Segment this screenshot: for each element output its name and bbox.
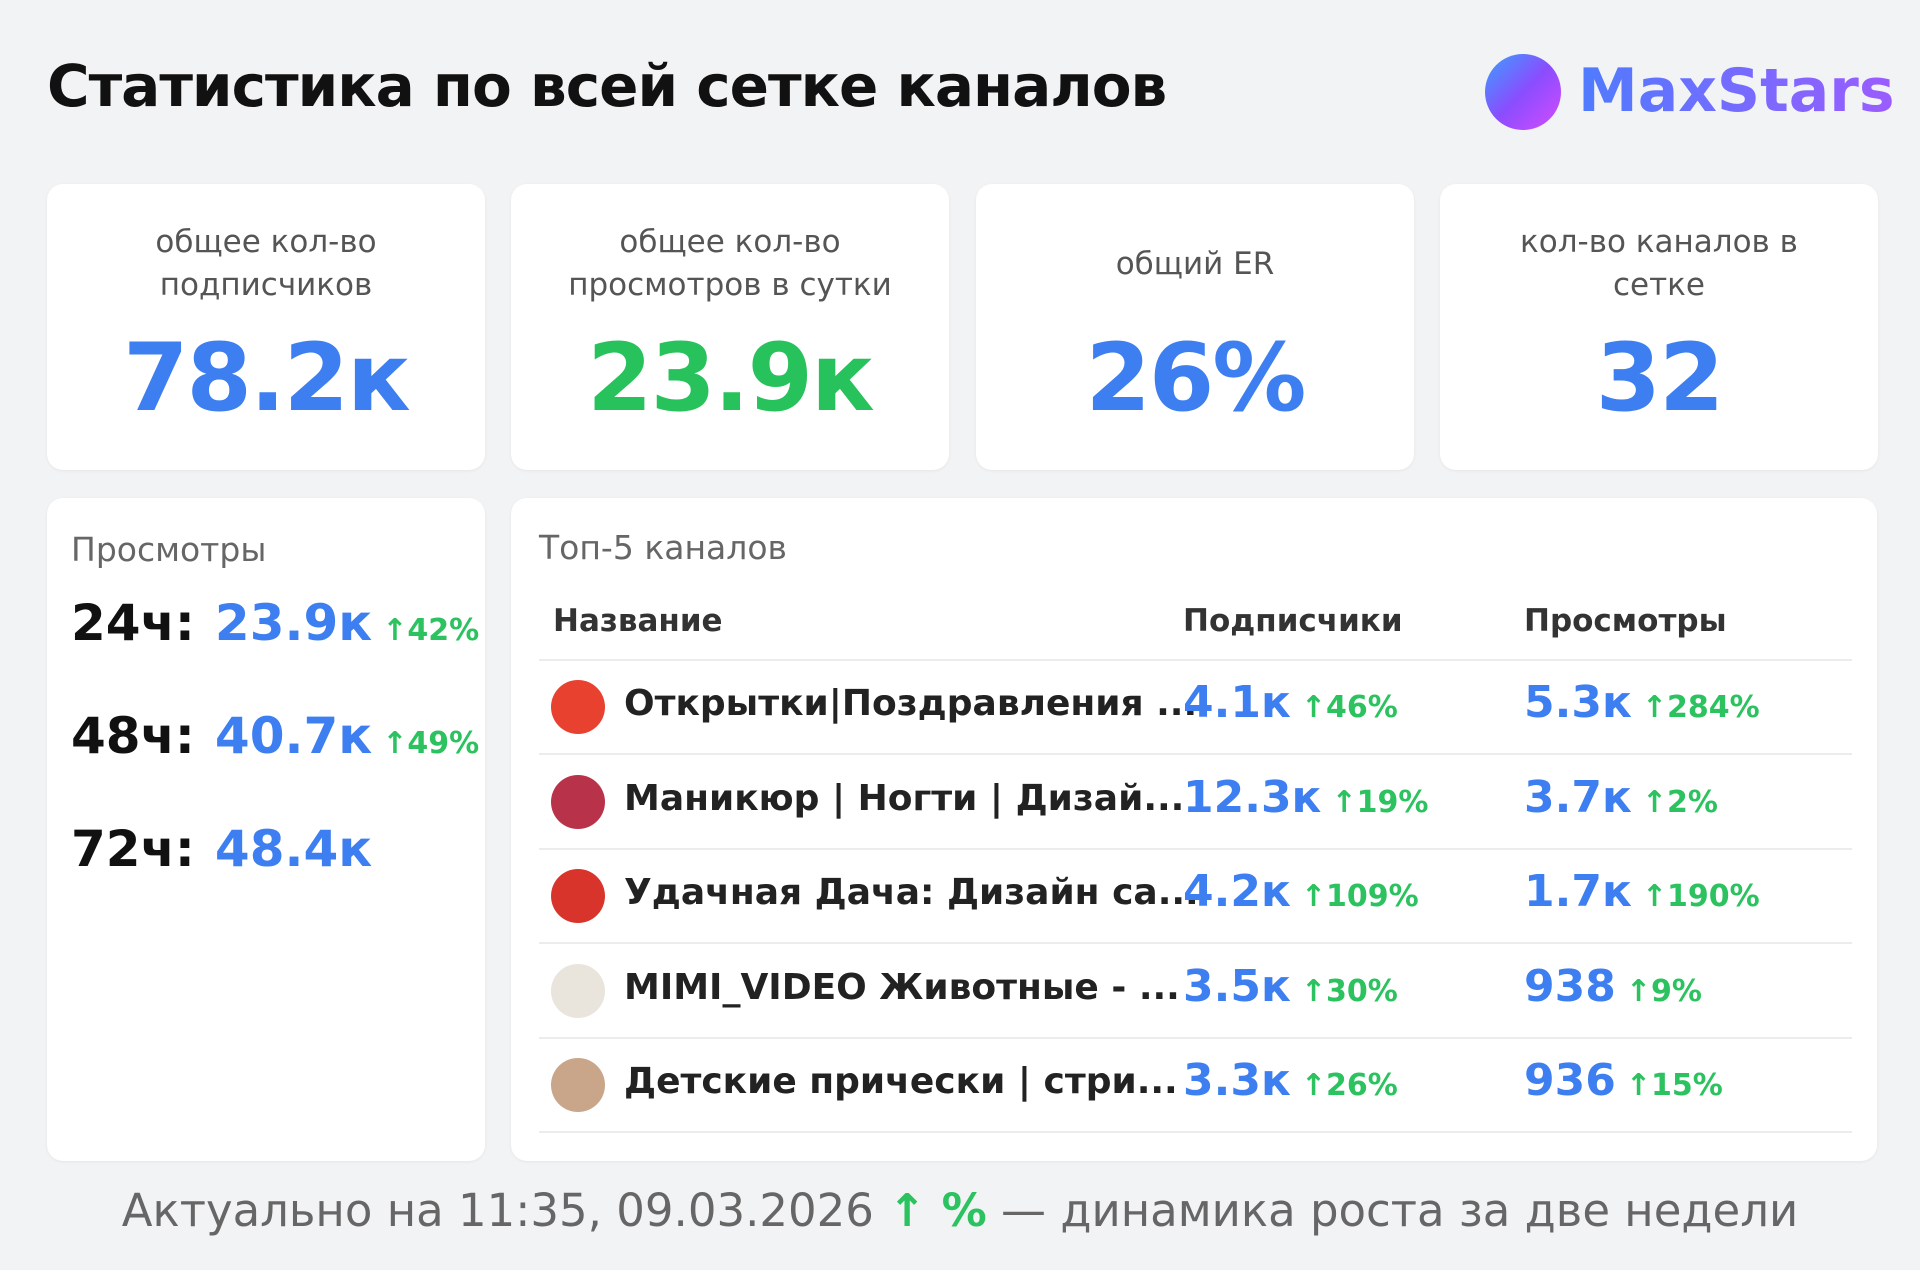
column-header: Название bbox=[553, 603, 723, 639]
subscribers-change: ↑19% bbox=[1331, 784, 1429, 820]
divider bbox=[539, 942, 1852, 944]
footer-note: — динамика роста за две недели bbox=[1001, 1184, 1799, 1237]
views-value: 5.3к bbox=[1524, 677, 1632, 728]
period: 48ч: bbox=[71, 707, 195, 765]
channel-name: Удачная Дача: Дизайн са... bbox=[624, 872, 1199, 913]
column-header: Подписчики bbox=[1183, 603, 1403, 639]
divider bbox=[539, 753, 1852, 755]
kpi-value: 23.9к bbox=[587, 324, 875, 433]
footer-text: Актуально на 11:35, 09.03.2026 bbox=[121, 1184, 874, 1237]
divider bbox=[539, 659, 1852, 661]
subscribers-cell: 12.3к ↑19% bbox=[1183, 772, 1428, 823]
views-change: ↑2% bbox=[1641, 784, 1718, 820]
channel-name: Детские прически | стри... bbox=[624, 1061, 1178, 1102]
views-value: 1.7к bbox=[1524, 866, 1632, 917]
channel-name: MIMI_VIDEO Животные - ... bbox=[624, 966, 1180, 1008]
views-value: 936 bbox=[1524, 1055, 1616, 1106]
subscribers-cell: 3.5к ↑30% bbox=[1183, 961, 1398, 1012]
footer: Актуально на 11:35, 09.03.2026 ↑ % — дин… bbox=[0, 1184, 1920, 1237]
views-row: 24ч: 23.9к ↑42% bbox=[71, 594, 479, 652]
subscribers-value: 12.3к bbox=[1183, 771, 1322, 823]
page-title: Статистика по всей сетке каналов bbox=[47, 52, 1167, 120]
subscribers-cell: 3.3к ↑26% bbox=[1183, 1055, 1398, 1106]
subscribers-change: ↑30% bbox=[1300, 973, 1398, 1009]
channel-avatar bbox=[551, 963, 605, 1018]
footer-legend: ↑ % bbox=[888, 1184, 987, 1237]
views-cell: 5.3к ↑284% bbox=[1524, 677, 1760, 728]
kpi-label: общее кол-во подписчиков bbox=[155, 224, 377, 303]
kpi-card: общий ER 26% bbox=[976, 184, 1414, 470]
subscribers-cell: 4.1к ↑46% bbox=[1183, 677, 1398, 728]
views-value: 23.9к bbox=[214, 594, 373, 652]
kpi-value: 32 bbox=[1595, 324, 1725, 433]
period: 24ч: bbox=[71, 594, 195, 652]
channel-avatar bbox=[551, 1058, 605, 1112]
logo-icon bbox=[1485, 54, 1561, 130]
views-row: 72ч: 48.4к bbox=[71, 820, 372, 878]
subscribers-value: 3.3к bbox=[1183, 1055, 1291, 1106]
views-value: 938 bbox=[1524, 960, 1616, 1012]
kpi-label: общее кол-во просмотров в сутки bbox=[568, 224, 892, 303]
top-title: Топ-5 каналов bbox=[539, 528, 787, 567]
logo: MaxStars bbox=[1578, 56, 1895, 126]
views-title: Просмотры bbox=[71, 530, 267, 569]
top-card bbox=[511, 498, 1877, 1161]
views-change: ↑9% bbox=[1625, 973, 1702, 1009]
views-change: ↑49% bbox=[382, 726, 480, 761]
kpi-card: общее кол-во подписчиков 78.2к bbox=[47, 184, 485, 470]
views-value: 40.7к bbox=[214, 707, 373, 765]
kpi-value: 26% bbox=[1085, 324, 1307, 433]
channel-name: Маникюр | Ногти | Дизай... bbox=[624, 777, 1185, 819]
kpi-card: общее кол-во просмотров в сутки 23.9к bbox=[511, 184, 949, 470]
views-change: ↑42% bbox=[382, 613, 480, 648]
subscribers-value: 3.5к bbox=[1183, 960, 1291, 1012]
views-cell: 1.7к ↑190% bbox=[1524, 866, 1760, 917]
views-value: 3.7к bbox=[1524, 771, 1632, 823]
channel-avatar bbox=[551, 869, 605, 923]
views-cell: 936 ↑15% bbox=[1524, 1055, 1723, 1106]
views-change: ↑284% bbox=[1641, 690, 1760, 725]
divider bbox=[539, 1036, 1852, 1039]
divider bbox=[539, 1131, 1852, 1133]
subscribers-value: 4.1к bbox=[1183, 677, 1291, 728]
channel-name: Открытки|Поздравления ... bbox=[624, 683, 1198, 724]
views-cell: 938 ↑9% bbox=[1524, 961, 1702, 1012]
channel-avatar bbox=[551, 680, 605, 734]
kpi-card: кол-во каналов в сетке 32 bbox=[1440, 184, 1878, 470]
views-row: 48ч: 40.7к ↑49% bbox=[71, 707, 479, 765]
views-card: Просмотры 24ч: 23.9к ↑42% 48ч: 40.7к ↑49% 72ч:… bbox=[47, 498, 485, 1161]
views-change: ↑190% bbox=[1641, 879, 1760, 914]
column-header: Просмотры bbox=[1524, 603, 1727, 639]
subscribers-change: ↑26% bbox=[1300, 1068, 1398, 1103]
subscribers-value: 4.2к bbox=[1183, 866, 1291, 917]
views-change: ↑15% bbox=[1625, 1068, 1723, 1103]
kpi-label: общий ER bbox=[1115, 245, 1275, 282]
channel-avatar bbox=[551, 774, 605, 829]
divider bbox=[539, 847, 1852, 850]
subscribers-cell: 4.2к ↑109% bbox=[1183, 866, 1419, 917]
period: 72ч: bbox=[71, 820, 195, 878]
kpi-label: кол-во каналов в сетке bbox=[1520, 224, 1798, 303]
views-cell: 3.7к ↑2% bbox=[1524, 772, 1718, 823]
subscribers-change: ↑109% bbox=[1300, 879, 1419, 914]
kpi-value: 78.2к bbox=[123, 324, 411, 433]
views-value: 48.4к bbox=[214, 820, 373, 878]
subscribers-change: ↑46% bbox=[1300, 690, 1398, 725]
